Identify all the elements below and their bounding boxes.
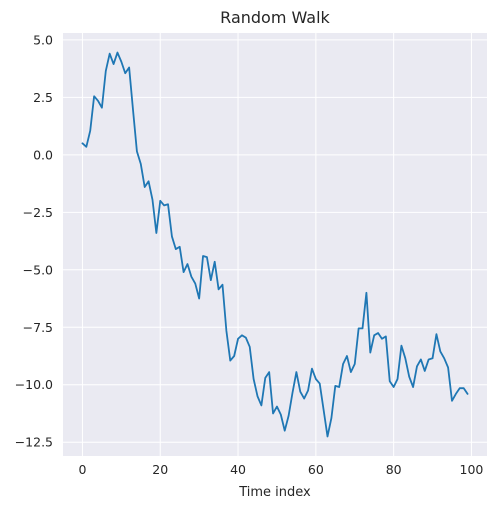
- y-tick-labels: 5.0 2.5 0.0 −2.5 −5.0 −7.5 −10.0 −12.5: [15, 32, 53, 449]
- series-line: [81, 51, 469, 438]
- x-tick-label: 20: [152, 462, 168, 477]
- x-tick-label: 100: [460, 462, 484, 477]
- chart-title: Random Walk: [220, 8, 330, 27]
- y-tick-label: −7.5: [23, 320, 53, 335]
- x-tick-label: 0: [78, 462, 86, 477]
- y-tick-label: −5.0: [23, 262, 53, 277]
- y-tick-label: 5.0: [33, 32, 53, 47]
- grid: [63, 33, 487, 456]
- x-tick-label: 80: [386, 462, 402, 477]
- y-tick-label: −10.0: [15, 377, 53, 392]
- plot-area: [63, 33, 487, 456]
- y-tick-label: −2.5: [23, 205, 53, 220]
- x-tick-labels: 0 20 40 60 80 100: [78, 462, 483, 477]
- y-tick-label: −12.5: [15, 435, 53, 450]
- y-tick-label: 0.0: [33, 147, 53, 162]
- x-tick-label: 60: [308, 462, 324, 477]
- line-layer: [81, 51, 469, 438]
- y-tick-label: 2.5: [33, 90, 53, 105]
- x-axis-label: Time index: [238, 485, 311, 500]
- x-tick-label: 40: [230, 462, 246, 477]
